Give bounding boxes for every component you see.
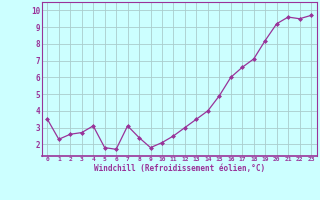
X-axis label: Windchill (Refroidissement éolien,°C): Windchill (Refroidissement éolien,°C) — [94, 164, 265, 173]
